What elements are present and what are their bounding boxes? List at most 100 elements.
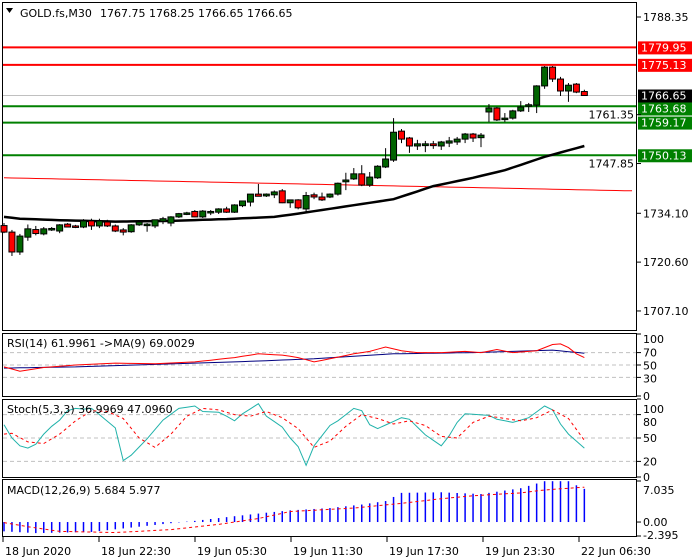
candle-body [143,223,151,227]
candle [24,224,32,241]
candle-body [286,199,294,204]
candle [103,219,111,228]
candle-body [533,85,541,106]
candle [469,132,477,143]
candle [525,102,533,112]
candle [183,211,191,216]
candle [382,148,390,169]
current-price-tag-label: 1766.65 [641,90,687,103]
candle-body [159,218,167,222]
candle [477,132,485,148]
candle [398,128,405,144]
candle-body [413,143,421,147]
candle [167,216,175,227]
candle-body [254,193,262,197]
time-axis-label: 18 Jun 2020 [5,545,71,558]
price-axis-label: 1720.60 [643,256,689,269]
candle-body [580,91,588,97]
candle-body [382,158,390,168]
candle [72,224,80,229]
candle-body [461,133,469,140]
stoch-axis-label: 50 [643,432,657,445]
candle-body [239,200,246,207]
candle-body [398,130,405,140]
candle [437,140,445,150]
candle [366,172,374,187]
macd-chart [3,481,586,534]
candle [191,210,199,218]
candle-body [127,224,135,233]
macd-signal-line [3,486,585,534]
price-level-tag-label: 1750.13 [641,149,687,162]
stoch-panel[interactable] [2,399,637,478]
price-level-tag-label: 1759.17 [641,117,687,130]
candle [405,136,413,153]
candle [0,223,8,234]
candle [485,104,493,123]
candle [199,210,207,218]
candle [135,221,143,226]
macd-panel[interactable] [2,479,637,537]
time-axis-label: 18 Jun 22:30 [101,545,171,558]
candle [390,118,398,162]
candle-body [437,141,445,147]
rsi-panel[interactable] [2,333,637,397]
candle [564,83,572,102]
candle [302,191,310,213]
rsi-axis-label: 30 [643,373,657,386]
candle [48,227,56,232]
price-chart [0,46,636,256]
price-axis-label: 1788.35 [643,11,689,24]
candle-body [64,223,72,228]
macd-label: MACD(12,26,9) 5.684 5.977 [7,484,161,497]
candle [254,183,262,197]
candle-body [564,84,572,92]
price-level-tag [638,102,692,116]
candle-body [374,165,382,179]
rsi-main-line [3,343,585,372]
candle [517,101,525,112]
candle-body [485,107,493,113]
candle-body [24,228,32,238]
candle [461,132,469,144]
candle-body [207,210,215,214]
candle [509,109,517,120]
macd-axis-label: 7.035 [643,484,675,497]
candle-body [95,220,103,227]
candle-body [56,224,64,232]
rsi-axis-label: 50 [643,360,657,373]
candle-body [135,221,143,226]
candle-body [167,216,175,224]
candle-body [183,212,191,215]
rsi-label: RSI(14) 61.9961 ->MA(9) 69.0029 [7,337,195,350]
candle [421,140,429,153]
stoch-axis-label: 0 [643,471,650,484]
current-price-tag [638,89,692,103]
price-level-tag [638,149,692,163]
candle [453,136,461,145]
candle-body [549,66,557,80]
candle [270,190,278,199]
main-panel[interactable] [2,2,637,331]
candle-body [294,199,302,209]
candle [580,89,588,97]
candle [175,212,183,218]
candle [318,192,326,201]
dropdown-triangle-icon[interactable] [6,8,13,13]
price-axis-label: 1707.10 [643,305,689,318]
time-axis-label: 19 Jun 23:30 [485,545,555,558]
candle [151,219,159,229]
candle-body [302,195,310,210]
candle-body [572,83,580,93]
candle-body [421,143,429,147]
candle [326,193,334,199]
candle-body [318,196,326,201]
candle [445,136,453,148]
price-level-tag-label: 1763.68 [641,103,687,116]
candle [310,192,318,200]
candle [429,140,437,149]
candle-body [111,225,119,232]
candle-body [405,137,413,147]
candle-body [334,182,342,195]
